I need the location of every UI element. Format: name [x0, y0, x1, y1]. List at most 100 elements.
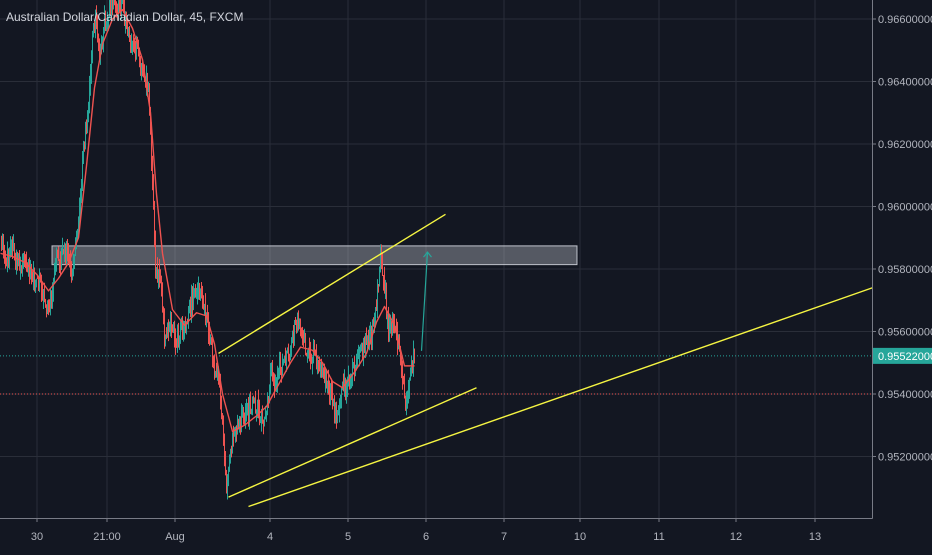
candle-body [210, 339, 211, 343]
candle-body [339, 404, 340, 413]
candle-body [60, 261, 61, 268]
candle-body [16, 257, 17, 265]
x-tick-label: 4 [267, 531, 273, 543]
candle-body [278, 368, 279, 375]
projection-arrow-shaft[interactable] [420, 252, 429, 351]
candle-body [141, 66, 142, 74]
candle-body [70, 259, 71, 271]
candle-body [61, 250, 62, 267]
candle-body [52, 292, 53, 302]
candle-body [179, 337, 180, 339]
candle-body [152, 160, 153, 179]
candle-body [336, 404, 337, 417]
candle-body [348, 376, 349, 378]
candle-body [193, 288, 194, 309]
candle-body [153, 177, 154, 206]
candle-body [266, 415, 267, 417]
candle-body [159, 269, 160, 280]
candle-body [402, 371, 403, 379]
candle-body [161, 278, 162, 292]
candle-body [45, 299, 46, 307]
candle-body [211, 340, 212, 342]
candle-body [44, 290, 45, 299]
candle-body [5, 255, 6, 262]
candle-body [107, 18, 108, 24]
trendline-long-support[interactable] [248, 287, 873, 508]
candle-body [98, 34, 99, 43]
candle-body [312, 359, 313, 364]
candle-body [104, 16, 105, 28]
projection-arrow-layer[interactable] [420, 251, 432, 351]
x-tick-label: 30 [31, 531, 43, 543]
candle-body [375, 307, 376, 318]
candle-body [99, 41, 100, 54]
candle-body [19, 259, 20, 269]
candle-body [257, 401, 258, 412]
candle-body [238, 422, 239, 428]
resistance-zone-layer [51, 245, 578, 266]
y-tick-label: 0.95400000 [878, 389, 932, 401]
x-tick-label: 7 [501, 531, 507, 543]
candle-body [135, 49, 136, 57]
candle-body [283, 360, 284, 364]
candle-body [198, 285, 199, 294]
candle-body [340, 398, 341, 406]
candle-body [168, 322, 169, 330]
projection-arrow-head[interactable] [423, 251, 432, 258]
candle-body [220, 384, 221, 406]
candle-body [361, 345, 362, 351]
candle-body [323, 369, 324, 371]
scale-settings-button[interactable] [876, 522, 928, 546]
trendline-lower-channel[interactable] [228, 387, 477, 498]
candle-body [68, 249, 69, 257]
candle-body [180, 325, 181, 338]
candle-body [241, 415, 242, 427]
candle-body [236, 431, 237, 433]
trendlines[interactable] [218, 213, 873, 508]
candle-body [4, 250, 5, 255]
candle-body [165, 335, 166, 339]
candle-body [76, 230, 77, 241]
candle-body [245, 409, 246, 420]
candle-body [299, 322, 300, 329]
candle-body [32, 276, 33, 281]
candle-body [117, 8, 118, 10]
candle-body [235, 431, 236, 435]
candle-body [121, 0, 122, 11]
time-axis-panel[interactable] [0, 518, 932, 550]
candle-body [176, 343, 177, 347]
candle-body [191, 295, 192, 313]
candle-body [84, 144, 85, 146]
candle-body [410, 367, 411, 380]
candle-body [6, 260, 7, 262]
candle-body [130, 40, 131, 48]
candle-body [365, 335, 366, 349]
candle-body [162, 292, 163, 311]
y-tick-label: 0.96200000 [878, 139, 932, 151]
candle-body [280, 363, 281, 371]
candle-body [218, 372, 219, 376]
price-axis-panel[interactable] [872, 0, 932, 550]
candle-body [87, 111, 88, 128]
candle-body [409, 378, 410, 391]
resistance-zone[interactable] [51, 245, 578, 266]
candle-body [140, 63, 141, 74]
candle-body [126, 11, 127, 28]
candle-body [39, 278, 40, 285]
candle-body [247, 406, 248, 410]
candle-body [318, 364, 319, 366]
candle-body [250, 402, 251, 412]
candle-body [23, 254, 24, 260]
candle-body [156, 267, 157, 276]
candle-body [267, 401, 268, 415]
candle-body [232, 433, 233, 452]
candle-body [282, 364, 283, 372]
trendline-upper-channel[interactable] [218, 213, 446, 354]
candle-body [225, 455, 226, 473]
candle-body [334, 402, 335, 417]
candle-body [13, 244, 14, 248]
candle-body [158, 270, 159, 280]
